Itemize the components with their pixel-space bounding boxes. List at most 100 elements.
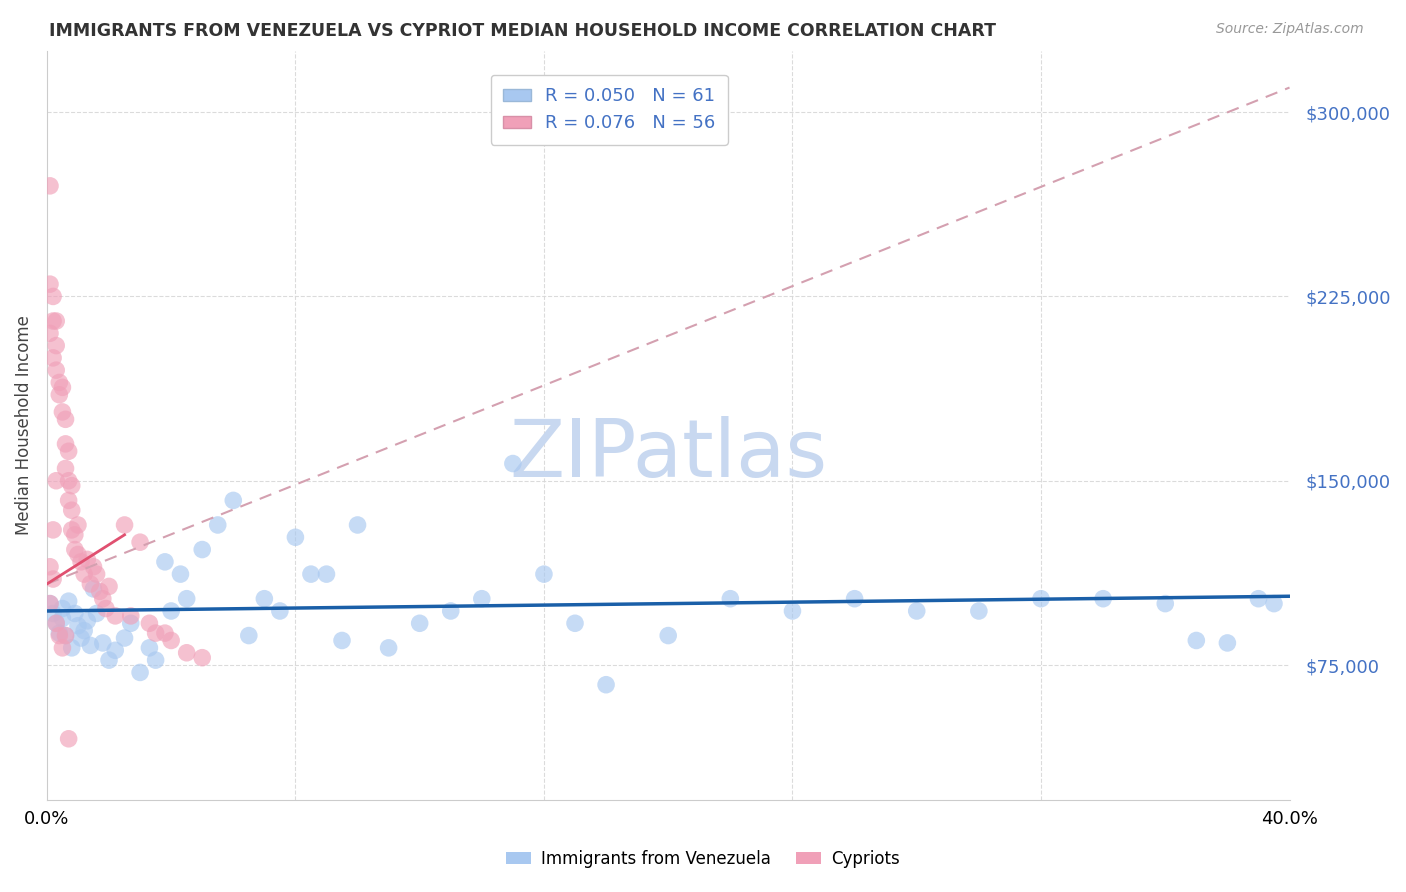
Point	[657, 629, 679, 643]
Point	[253, 591, 276, 606]
Point	[51, 601, 73, 615]
Point	[70, 631, 93, 645]
Point	[51, 640, 73, 655]
Point	[39, 178, 62, 193]
Point	[284, 530, 307, 544]
Point	[89, 584, 111, 599]
Point	[55, 629, 77, 643]
Point	[76, 614, 98, 628]
Point	[86, 607, 108, 621]
Point	[191, 542, 214, 557]
Point	[1185, 633, 1208, 648]
Point	[48, 626, 70, 640]
Point	[58, 444, 80, 458]
Point	[79, 639, 101, 653]
Point	[315, 567, 337, 582]
Point	[58, 474, 80, 488]
Point	[440, 604, 463, 618]
Point	[114, 518, 136, 533]
Point	[104, 608, 127, 623]
Point	[718, 591, 741, 606]
Point	[82, 582, 104, 596]
Point	[153, 626, 176, 640]
Point	[191, 650, 214, 665]
Point	[269, 604, 291, 618]
Legend: Immigrants from Venezuela, Cypriots: Immigrants from Venezuela, Cypriots	[499, 844, 907, 875]
Point	[114, 631, 136, 645]
Point	[1154, 597, 1177, 611]
Point	[42, 314, 65, 328]
Y-axis label: Median Household Income: Median Household Income	[15, 316, 32, 535]
Point	[45, 314, 67, 328]
Point	[42, 572, 65, 586]
Point	[60, 640, 83, 655]
Point	[45, 616, 67, 631]
Point	[533, 567, 555, 582]
Point	[39, 597, 62, 611]
Point	[42, 289, 65, 303]
Point	[98, 579, 121, 593]
Point	[55, 437, 77, 451]
Point	[176, 646, 198, 660]
Point	[169, 567, 191, 582]
Point	[222, 493, 245, 508]
Point	[129, 535, 152, 549]
Point	[42, 523, 65, 537]
Point	[39, 326, 62, 341]
Point	[45, 616, 67, 631]
Point	[160, 604, 183, 618]
Point	[45, 474, 67, 488]
Point	[1092, 591, 1115, 606]
Point	[51, 405, 73, 419]
Text: IMMIGRANTS FROM VENEZUELA VS CYPRIOT MEDIAN HOUSEHOLD INCOME CORRELATION CHART: IMMIGRANTS FROM VENEZUELA VS CYPRIOT MED…	[49, 22, 997, 40]
Point	[63, 542, 86, 557]
Point	[48, 629, 70, 643]
Point	[502, 457, 524, 471]
Point	[176, 591, 198, 606]
Text: Source: ZipAtlas.com: Source: ZipAtlas.com	[1216, 22, 1364, 37]
Point	[42, 351, 65, 365]
Point	[48, 376, 70, 390]
Point	[153, 555, 176, 569]
Point	[120, 608, 142, 623]
Point	[967, 604, 990, 618]
Point	[377, 640, 399, 655]
Point	[73, 624, 96, 638]
Point	[51, 611, 73, 625]
Point	[138, 616, 160, 631]
Point	[160, 633, 183, 648]
Point	[63, 607, 86, 621]
Point	[66, 548, 89, 562]
Point	[1247, 591, 1270, 606]
Point	[86, 567, 108, 582]
Point	[94, 601, 117, 615]
Point	[91, 591, 114, 606]
Point	[207, 518, 229, 533]
Point	[45, 338, 67, 352]
Point	[42, 607, 65, 621]
Point	[1029, 591, 1052, 606]
Point	[66, 518, 89, 533]
Point	[39, 597, 62, 611]
Legend: R = 0.050   N = 61, R = 0.076   N = 56: R = 0.050 N = 61, R = 0.076 N = 56	[491, 75, 728, 145]
Point	[145, 653, 167, 667]
Point	[145, 626, 167, 640]
Point	[1263, 597, 1285, 611]
Point	[782, 604, 804, 618]
Point	[346, 518, 368, 533]
Point	[58, 731, 80, 746]
Point	[55, 629, 77, 643]
Point	[60, 503, 83, 517]
Point	[55, 412, 77, 426]
Point	[45, 363, 67, 377]
Point	[104, 643, 127, 657]
Point	[58, 493, 80, 508]
Point	[39, 559, 62, 574]
Point	[844, 591, 866, 606]
Point	[79, 577, 101, 591]
Point	[70, 555, 93, 569]
Point	[408, 616, 430, 631]
Point	[39, 277, 62, 292]
Point	[595, 678, 617, 692]
Point	[138, 640, 160, 655]
